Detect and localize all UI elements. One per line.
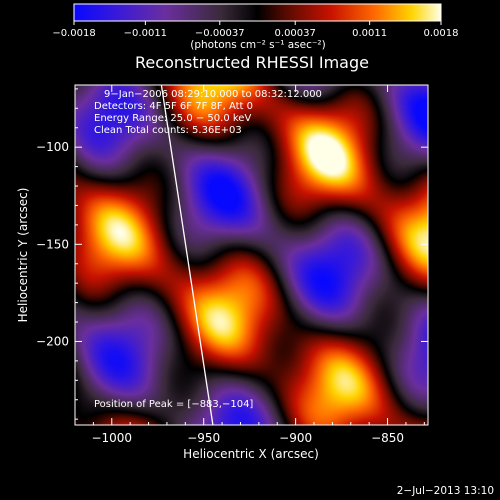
y-tick-label: −200 <box>36 334 69 348</box>
plot-frame <box>74 84 429 426</box>
colorbar-tick-label: −0.0018 <box>52 28 95 39</box>
y-axis-ticks: −100 −150 −200 <box>36 88 428 420</box>
x-axis-ticks: −1000 −950 −900 −850 <box>91 85 425 445</box>
solar-limb-line <box>160 85 214 425</box>
x-axis-label: Heliocentric X (arcsec) <box>183 447 319 461</box>
annotation-line: Clean Total counts: 5.36E+03 <box>94 125 242 136</box>
footer-timestamp: 2−Jul−2013 13:10 <box>397 485 494 497</box>
colorbar-ticks: −0.0018 −0.0011 −0.00037 0.00037 0.0011 0.001… <box>52 21 459 39</box>
annotation-line: Detectors: 4F 5F 6F 7F 8F, Att 0 <box>94 101 253 112</box>
colorbar <box>73 3 442 22</box>
chart-title: Reconstructed RHESSI Image <box>135 53 369 72</box>
colorbar-tick-label: −0.00037 <box>195 28 245 39</box>
colorbar-unit-label: (photons cm⁻² s⁻¹ asec⁻²) <box>190 39 325 51</box>
y-axis-label: Heliocentric Y (arcsec) <box>16 188 30 323</box>
y-tick-label: −100 <box>36 140 69 154</box>
x-tick-label: −850 <box>371 431 404 445</box>
y-tick-label: −150 <box>36 237 69 251</box>
colorbar-tick-label: 0.0011 <box>352 28 387 39</box>
annotation-line: Energy Range: 25.0 − 50.0 keV <box>94 113 251 124</box>
x-tick-label: −900 <box>279 431 312 445</box>
peak-position-label: Position of Peak = [−883,−104] <box>94 399 253 410</box>
colorbar-tick-label: −0.0011 <box>124 28 167 39</box>
heatmap-image <box>75 85 428 425</box>
annotation-line: 9−Jan−2006 08:29:10.000 to 08:32:12.000 <box>104 89 322 100</box>
x-tick-label: −1000 <box>91 431 132 445</box>
colorbar-tick-label: 0.00037 <box>275 28 316 39</box>
x-tick-label: −950 <box>187 431 220 445</box>
colorbar-tick-label: 0.0018 <box>424 28 459 39</box>
observation-annotations: 9−Jan−2006 08:29:10.000 to 08:32:12.000D… <box>94 89 322 136</box>
